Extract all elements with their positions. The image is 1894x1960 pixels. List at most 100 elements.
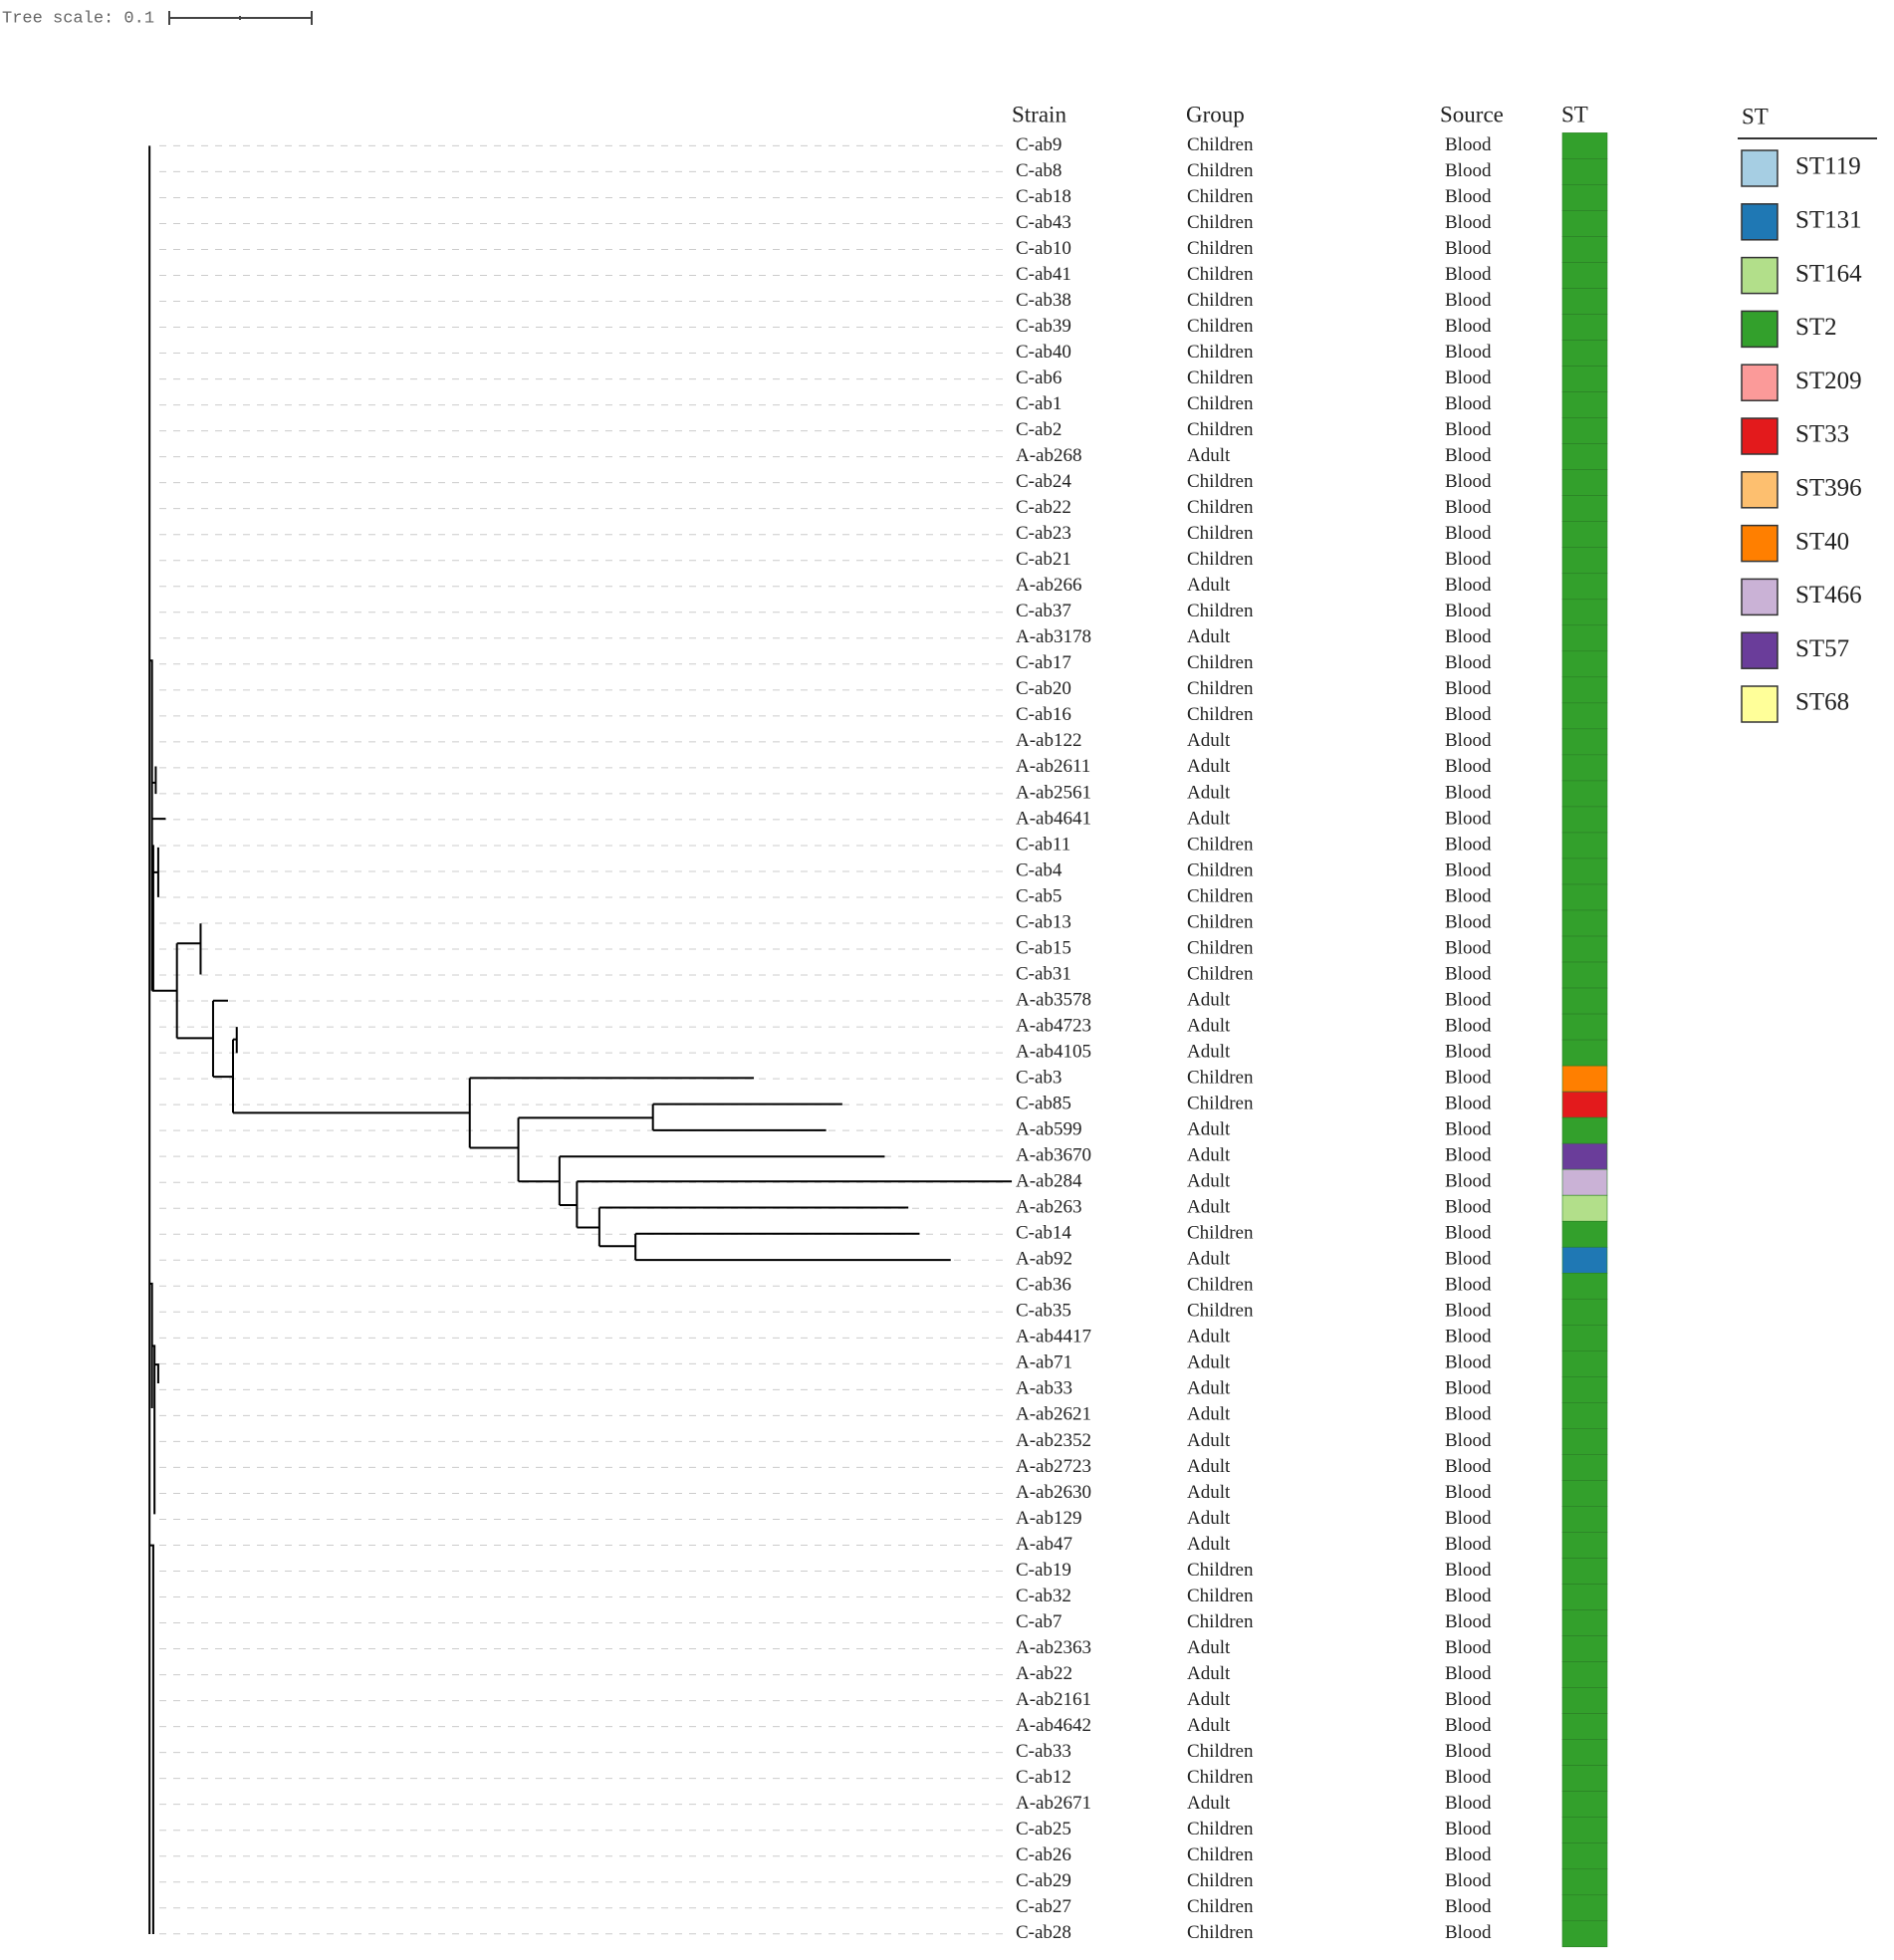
st-cell	[1561, 780, 1608, 808]
st-cell	[1561, 728, 1608, 756]
group: Children	[1187, 963, 1254, 984]
legend-label: ST33	[1795, 421, 1849, 448]
st-cell	[1561, 1168, 1608, 1196]
strain: C-ab3	[1016, 1067, 1062, 1088]
group: Children	[1187, 1560, 1254, 1581]
legend-swatch	[1741, 524, 1778, 563]
st-cell	[1561, 702, 1608, 730]
strain: C-ab31	[1016, 963, 1071, 984]
source: Blood	[1445, 1041, 1492, 1062]
group: Adult	[1187, 1482, 1231, 1503]
strain: A-ab4642	[1016, 1715, 1091, 1736]
source: Blood	[1445, 1767, 1492, 1788]
group: Children	[1187, 1301, 1254, 1322]
st-cell	[1561, 1894, 1608, 1922]
strain: C-ab41	[1016, 264, 1071, 285]
source: Blood	[1445, 989, 1492, 1010]
source: Blood	[1445, 1482, 1492, 1503]
group: Adult	[1187, 1689, 1231, 1710]
st-cell	[1561, 1091, 1608, 1118]
group: Adult	[1187, 1456, 1231, 1477]
group: Adult	[1187, 1378, 1231, 1399]
legend-label: ST68	[1795, 689, 1849, 716]
strain: C-ab9	[1016, 134, 1062, 155]
st-cell	[1561, 1220, 1608, 1248]
st-cell	[1561, 754, 1608, 782]
st-cell	[1561, 832, 1608, 859]
source: Blood	[1445, 1249, 1492, 1270]
st-cell	[1561, 132, 1608, 159]
st-cell	[1561, 935, 1608, 963]
group: Children	[1187, 368, 1254, 388]
source: Blood	[1445, 626, 1492, 647]
strain: A-ab2630	[1016, 1482, 1091, 1503]
group: Children	[1187, 601, 1254, 621]
st-cell	[1561, 1272, 1608, 1300]
group: Adult	[1187, 445, 1231, 466]
group: Adult	[1187, 1249, 1231, 1270]
source: Blood	[1445, 1456, 1492, 1477]
strain: C-ab17	[1016, 652, 1071, 673]
st-cell	[1561, 624, 1608, 652]
strain: A-ab4417	[1016, 1327, 1091, 1348]
group: Adult	[1187, 1352, 1231, 1373]
group: Adult	[1187, 1534, 1231, 1555]
source: Blood	[1445, 1145, 1492, 1166]
group: Children	[1187, 393, 1254, 414]
strain: C-ab8	[1016, 160, 1062, 181]
st-cell	[1561, 1142, 1608, 1170]
tree-scale-label: Tree scale: 0.1	[2, 9, 154, 28]
source: Blood	[1445, 1378, 1492, 1399]
strain: C-ab2	[1016, 419, 1062, 440]
strain: C-ab10	[1016, 238, 1071, 259]
source: Blood	[1445, 963, 1492, 984]
strain: A-ab33	[1016, 1378, 1072, 1399]
strain: C-ab1	[1016, 393, 1062, 414]
source: Blood	[1445, 652, 1492, 673]
st-cell	[1561, 469, 1608, 496]
column-header: Source	[1440, 102, 1504, 126]
strain: C-ab37	[1016, 601, 1071, 621]
st-cell	[1561, 495, 1608, 522]
group: Adult	[1187, 1430, 1231, 1451]
source: Blood	[1445, 134, 1492, 155]
column-header: ST	[1561, 102, 1588, 126]
legend-label: ST119	[1795, 153, 1861, 180]
source: Blood	[1445, 1430, 1492, 1451]
group: Adult	[1187, 1637, 1231, 1658]
strain: C-ab15	[1016, 937, 1071, 958]
st-cell	[1561, 184, 1608, 211]
st-cell	[1561, 1791, 1608, 1818]
source: Blood	[1445, 1793, 1492, 1814]
st-cell	[1561, 1739, 1608, 1766]
st-cell	[1561, 1661, 1608, 1688]
st-cell	[1561, 521, 1608, 549]
st-cell	[1561, 314, 1608, 341]
group: Children	[1187, 1093, 1254, 1113]
strain: A-ab263	[1016, 1197, 1081, 1218]
source: Blood	[1445, 834, 1492, 855]
source: Blood	[1445, 859, 1492, 880]
group: Children	[1187, 1922, 1254, 1943]
source: Blood	[1445, 1197, 1492, 1218]
st-cell	[1561, 1428, 1608, 1455]
strain: C-ab33	[1016, 1741, 1071, 1762]
st-cell	[1561, 1868, 1608, 1896]
strain: A-ab3178	[1016, 626, 1091, 647]
strain: A-ab2671	[1016, 1793, 1091, 1814]
group: Children	[1187, 497, 1254, 518]
legend-label: ST40	[1795, 528, 1849, 555]
group: Children	[1187, 1275, 1254, 1296]
legend-swatch	[1741, 631, 1778, 669]
strain: C-ab43	[1016, 212, 1071, 233]
group: Adult	[1187, 1404, 1231, 1425]
group: Children	[1187, 1586, 1254, 1606]
strain: A-ab4723	[1016, 1015, 1091, 1036]
source: Blood	[1445, 1327, 1492, 1348]
strain: A-ab2723	[1016, 1456, 1091, 1477]
st-cell	[1561, 1246, 1608, 1274]
source: Blood	[1445, 238, 1492, 259]
st-cell	[1561, 1713, 1608, 1740]
st-cell	[1561, 1558, 1608, 1585]
source: Blood	[1445, 1741, 1492, 1762]
